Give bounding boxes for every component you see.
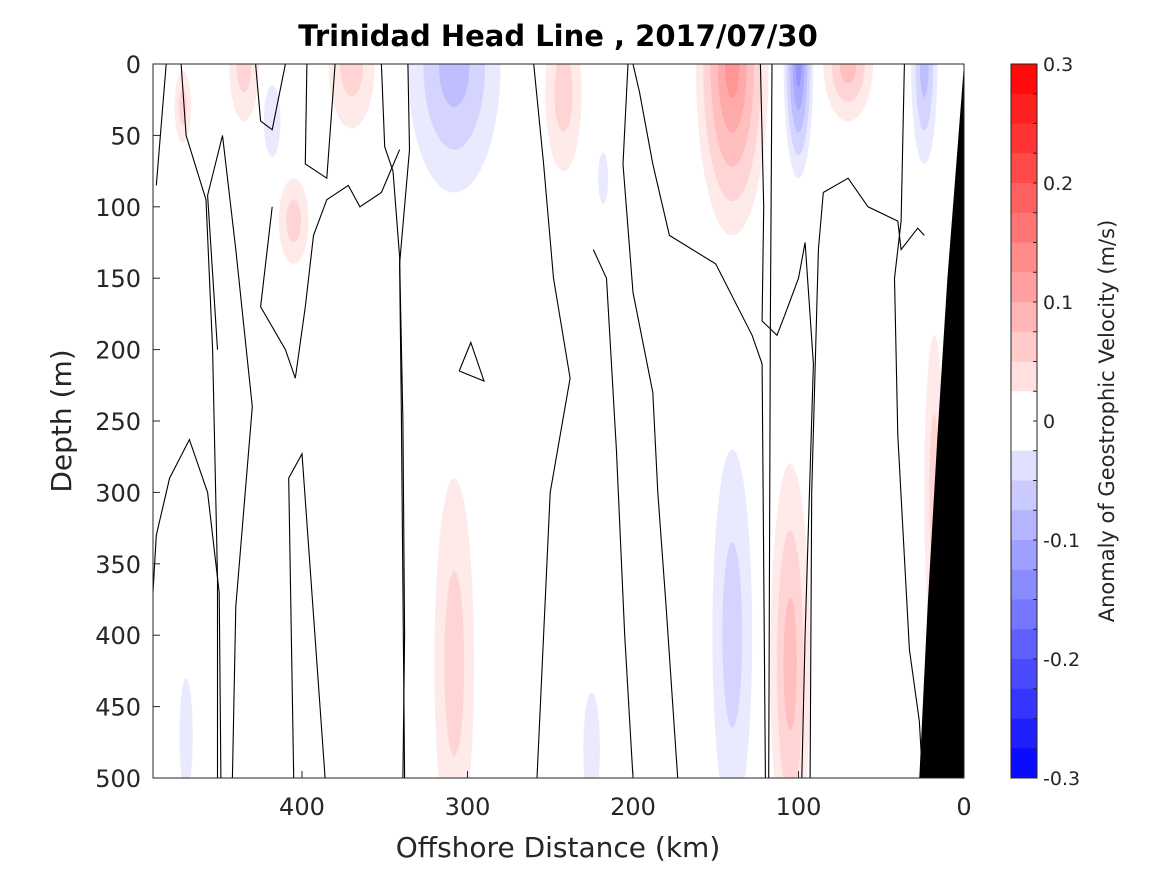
y-tick-label-350: 350 [95, 551, 141, 579]
anomaly-fill-layer [174, 64, 945, 778]
colorbar-segment-12 [1011, 421, 1037, 452]
negative-anomaly-4-level-2 [722, 542, 743, 729]
colorbar-segment-18 [1011, 599, 1037, 630]
colorbar-tick-label-1: -0.2 [1043, 649, 1080, 671]
colorbar-segment-6 [1011, 242, 1037, 273]
colorbar-segment-1 [1011, 93, 1037, 124]
y-tick-label-200: 200 [95, 337, 141, 365]
y-tick-label-250: 250 [95, 408, 141, 436]
positive-anomaly-15-level-3 [783, 597, 797, 731]
chart-title: Trinidad Head Line , 2017/07/30 [298, 19, 818, 53]
colorbar-segment-4 [1011, 183, 1037, 214]
positive-anomaly-10-level-2 [236, 64, 252, 93]
x-tick-label-400: 400 [279, 793, 325, 821]
positive-anomaly-12-level-2 [554, 64, 573, 132]
zero-contour-line-18 [893, 64, 924, 778]
y-axis-ticks: 0 50 100 150 200 250 300 350 400 450 500 [95, 51, 160, 793]
x-tick-label-0: 0 [956, 793, 971, 821]
colorbar-ticks: -0.3 -0.2 -0.1 0 0.1 0.2 0.3 [1033, 54, 1080, 790]
y-tick-label-150: 150 [95, 265, 141, 293]
colorbar-label: Anomaly of Geostrophic Velocity (m/s) [1095, 220, 1119, 623]
colorbar-segment-14 [1011, 480, 1037, 511]
colorbar-segment-20 [1011, 659, 1037, 690]
zero-contour-line-10 [458, 340, 485, 382]
zero-contour-layer [153, 64, 925, 778]
y-tick-label-450: 450 [95, 694, 141, 722]
zero-contour-line-11 [533, 64, 571, 778]
seafloor-bathymetry [919, 64, 964, 778]
colorbar-segment-9 [1011, 331, 1037, 362]
y-tick-label-500: 500 [95, 765, 141, 793]
colorbar-segment-3 [1011, 153, 1037, 184]
colorbar-segment-7 [1011, 272, 1037, 303]
positive-anomaly-16-level-2 [444, 570, 465, 757]
y-axis-label: Depth (m) [45, 349, 78, 492]
negative-anomaly-1-level-5 [795, 64, 802, 87]
colorbar-tick-label-0: -0.3 [1043, 768, 1080, 790]
positive-anomaly-9-level-2 [340, 64, 364, 97]
negative-anomaly-7-level-1 [263, 85, 281, 157]
colorbar-segment-0 [1011, 64, 1037, 95]
zero-contour-line-14 [632, 64, 766, 778]
zero-contour-line-6 [380, 64, 406, 778]
colorbar-segment-10 [1011, 361, 1037, 392]
zero-contour-line-8 [153, 438, 222, 778]
zero-contour-line-13 [622, 64, 679, 778]
colorbar-segment-11 [1011, 391, 1037, 422]
colorbar-segment-13 [1011, 450, 1037, 481]
y-tick-label-50: 50 [110, 122, 141, 150]
colorbar-tick-label-3: 0 [1043, 411, 1055, 433]
positive-anomaly-14-level-2 [286, 199, 302, 243]
zero-contour-line-0 [155, 64, 167, 186]
x-axis-label: Offshore Distance (km) [396, 831, 721, 864]
bathymetry-layer [919, 64, 964, 778]
zero-contour-line-2 [207, 135, 253, 778]
zero-contour-line-16 [768, 64, 773, 778]
colorbar [1010, 63, 1038, 779]
negative-anomaly-0-level-3 [438, 64, 470, 107]
colorbar-segment-22 [1011, 718, 1037, 749]
colorbar-segment-5 [1011, 212, 1037, 243]
colorbar-tick-label-2: -0.1 [1043, 530, 1080, 552]
x-tick-label-200: 200 [610, 793, 656, 821]
negative-anomaly-3-level-1 [598, 152, 609, 204]
colorbar-tick-label-6: 0.3 [1043, 54, 1073, 76]
positive-anomaly-11-level-3 [839, 64, 857, 84]
positive-anomaly-8-level-5 [725, 64, 740, 99]
negative-anomaly-5-level-1 [583, 692, 600, 778]
colorbar-segment-19 [1011, 629, 1037, 660]
y-tick-label-100: 100 [95, 194, 141, 222]
colorbar-segment-16 [1011, 540, 1037, 571]
colorbar-tick-label-4: 0.1 [1043, 292, 1073, 314]
negative-anomaly-2-level-3 [919, 64, 929, 98]
negative-anomaly-6-level-1 [179, 678, 193, 778]
y-tick-label-0: 0 [126, 51, 141, 79]
x-axis-ticks: 400 300 200 100 0 [279, 771, 972, 821]
zero-contour-line-7 [399, 64, 411, 778]
zero-contour-line-17 [809, 177, 925, 778]
y-tick-label-400: 400 [95, 622, 141, 650]
colorbar-segment-8 [1011, 302, 1037, 333]
x-tick-label-100: 100 [776, 793, 822, 821]
plot-background [153, 64, 964, 778]
zero-contour-line-1 [180, 64, 219, 778]
plot-area [152, 63, 965, 779]
colorbar-segment-2 [1011, 123, 1037, 154]
x-tick-label-300: 300 [445, 793, 491, 821]
colorbar-tick-label-5: 0.2 [1043, 173, 1073, 195]
zero-contour-line-12 [592, 249, 634, 778]
zero-contour-line-3 [255, 64, 286, 131]
colorbar-segment-17 [1011, 569, 1037, 600]
zero-contour-line-15 [759, 64, 814, 778]
zero-contour-line-4 [288, 451, 326, 778]
colorbar-segment-21 [1011, 688, 1037, 719]
zero-contour-line-5 [304, 64, 336, 180]
zero-contour-line-9 [260, 149, 401, 379]
colorbar-segment-15 [1011, 510, 1037, 541]
colorbar-segment-23 [1011, 748, 1037, 779]
y-tick-label-300: 300 [95, 479, 141, 507]
